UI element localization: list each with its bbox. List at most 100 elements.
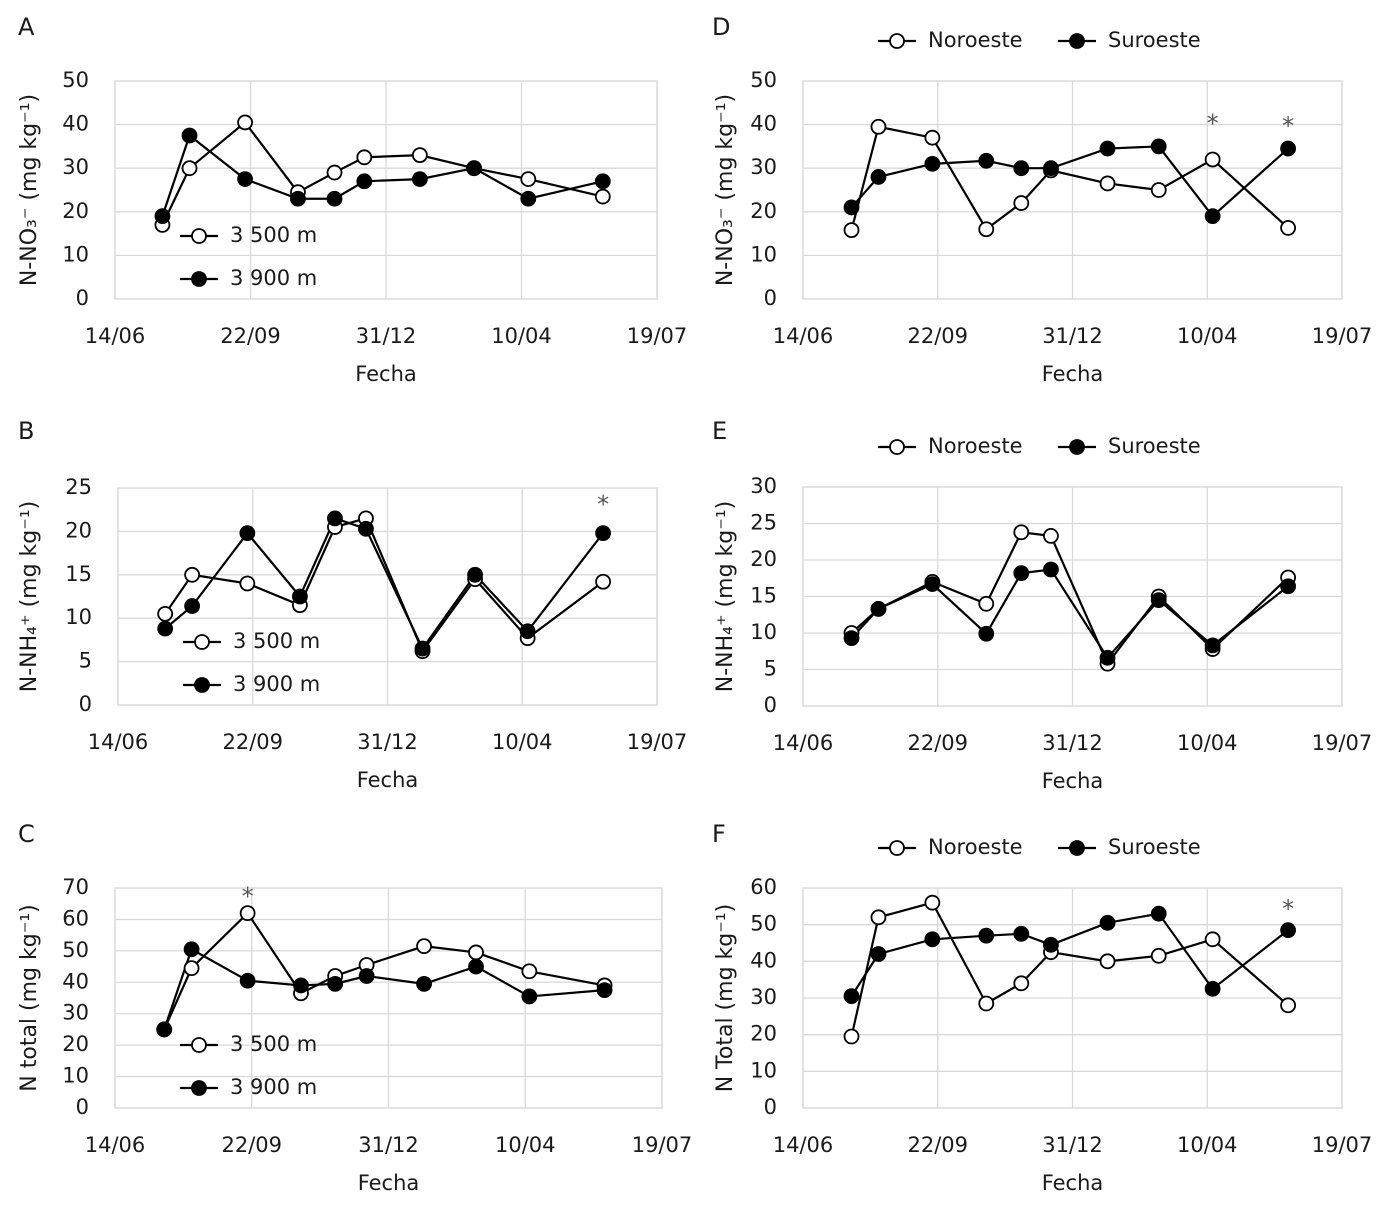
y-tick-label: 10 <box>750 620 777 644</box>
x-tick-label: 14/06 <box>85 324 146 348</box>
data-point <box>1099 140 1116 157</box>
legend-marker <box>191 1037 207 1053</box>
legend-label: Suroeste <box>1108 28 1201 52</box>
data-point <box>184 598 201 614</box>
y-tick-label: 0 <box>76 286 89 310</box>
y-tick-label: 25 <box>65 475 92 499</box>
y-tick-label: 40 <box>62 969 89 993</box>
y-axis-label: N-NO₃⁻ (mg kg⁻¹) <box>17 94 42 286</box>
y-tick-label: 10 <box>62 242 89 266</box>
y-tick-label: 50 <box>62 938 89 962</box>
data-point <box>1150 182 1167 198</box>
y-tick-label: 5 <box>764 657 777 681</box>
y-tick-label: 30 <box>750 155 777 179</box>
data-point <box>520 190 537 207</box>
annotation: * <box>1282 112 1294 140</box>
y-tick-label: 0 <box>764 1095 777 1119</box>
data-point <box>924 129 941 146</box>
data-point <box>327 510 343 527</box>
data-point <box>1280 140 1296 157</box>
series-line <box>164 517 604 651</box>
data-point <box>181 127 198 144</box>
y-tick-label: 0 <box>764 693 777 717</box>
data-point <box>843 630 860 647</box>
data-point <box>870 169 887 185</box>
x-tick-label: 14/06 <box>773 324 834 348</box>
y-axis-label: N total (mg kg⁻¹) <box>17 904 42 1091</box>
legend-marker <box>194 634 210 650</box>
data-point <box>326 164 343 181</box>
legend-marker <box>889 439 905 455</box>
x-tick-label: 22/09 <box>222 730 283 754</box>
x-tick-label: 10/04 <box>1177 1133 1238 1157</box>
plot-frame <box>117 487 658 706</box>
y-tick-label: 20 <box>750 547 777 571</box>
data-point <box>924 576 941 592</box>
data-point <box>870 946 887 962</box>
panel-label: F <box>712 820 726 848</box>
legend-label: Noroeste <box>928 28 1023 52</box>
data-point <box>1099 914 1116 931</box>
legend-label: 3 900 m <box>233 672 320 696</box>
y-tick-label: 25 <box>750 511 777 535</box>
y-tick-label: 0 <box>76 1095 89 1119</box>
data-point <box>924 931 941 948</box>
data-point <box>843 1028 860 1045</box>
y-tick-label: 20 <box>62 1032 89 1056</box>
data-point <box>1204 208 1221 225</box>
x-tick-label: 31/12 <box>358 1133 419 1157</box>
legend-label: Noroeste <box>928 434 1023 458</box>
data-point <box>843 222 860 239</box>
data-point <box>416 938 432 955</box>
plot-frame <box>802 887 1343 1109</box>
x-tick-label: 19/07 <box>1312 1133 1373 1157</box>
series-line <box>850 568 1289 660</box>
x-tick-label: 14/06 <box>773 731 834 755</box>
y-tick-label: 20 <box>750 1022 777 1046</box>
x-axis-label: Fecha <box>355 362 417 386</box>
y-tick-label: 60 <box>62 906 89 930</box>
data-point <box>414 640 431 657</box>
y-tick-label: 10 <box>65 605 92 629</box>
y-axis-label: N-NO₃⁻ (mg kg⁻¹) <box>713 94 738 286</box>
x-tick-label: 22/09 <box>221 1133 282 1157</box>
x-tick-label: 19/07 <box>632 1133 693 1157</box>
legend-marker <box>1069 33 1085 49</box>
data-point <box>1013 565 1030 582</box>
y-axis-label: N-NH₄⁺ (mg kg⁻¹) <box>713 501 738 693</box>
x-tick-label: 31/12 <box>356 324 417 348</box>
panel-label: B <box>18 417 34 445</box>
y-tick-label: 30 <box>62 1001 89 1025</box>
data-point <box>356 173 373 190</box>
x-tick-label: 22/09 <box>220 324 281 348</box>
legend-marker <box>889 840 905 856</box>
panel-label: D <box>712 13 730 41</box>
data-point <box>183 941 200 958</box>
x-tick-label: 10/04 <box>495 1133 556 1157</box>
x-axis-label: Fecha <box>1042 1171 1104 1195</box>
data-point <box>978 625 995 642</box>
y-tick-label: 5 <box>79 649 92 673</box>
y-tick-label: 20 <box>750 199 777 223</box>
legend-label: 3 900 m <box>230 1075 317 1099</box>
x-tick-label: 10/04 <box>491 324 552 348</box>
y-tick-label: 50 <box>750 912 777 936</box>
x-tick-label: 22/09 <box>907 731 968 755</box>
y-tick-label: 15 <box>750 584 777 608</box>
data-point <box>978 995 995 1012</box>
x-tick-label: 19/07 <box>1312 324 1373 348</box>
data-point <box>239 905 256 922</box>
legend-marker <box>194 677 210 693</box>
data-point <box>416 975 432 992</box>
legend-label: Suroeste <box>1108 835 1201 859</box>
data-point <box>595 525 611 542</box>
x-tick-label: 14/06 <box>88 730 149 754</box>
series-line <box>163 911 605 1030</box>
legend-marker <box>191 271 207 287</box>
series-line <box>161 133 604 217</box>
series-line <box>163 947 605 1030</box>
data-point <box>870 909 887 926</box>
data-point <box>1150 592 1167 609</box>
x-tick-label: 10/04 <box>492 730 553 754</box>
y-tick-label: 30 <box>750 985 777 1009</box>
